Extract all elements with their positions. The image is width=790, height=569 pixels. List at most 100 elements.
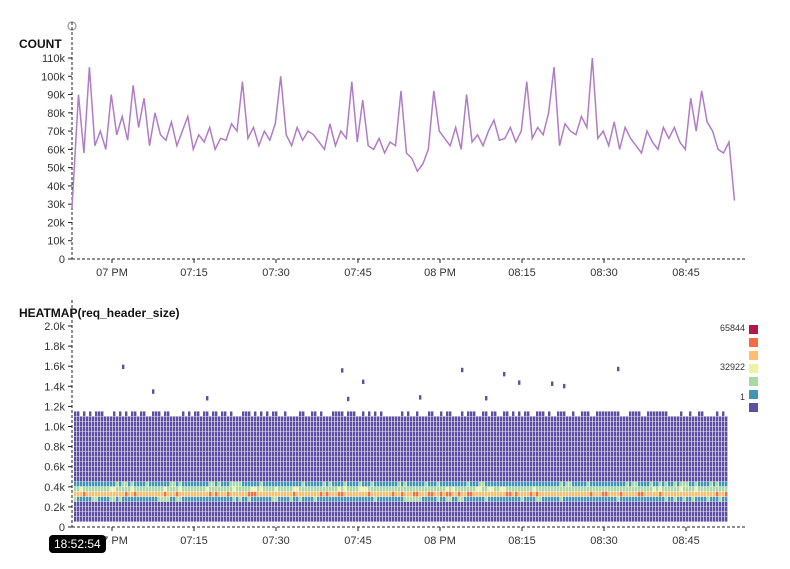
heatmap-cell: [146, 516, 149, 522]
heatmap-cell: [362, 516, 365, 522]
heatmap-cell: [386, 481, 389, 487]
heatmap-cell: [188, 421, 191, 427]
heatmap-cell: [512, 486, 515, 492]
heatmap-cell: [398, 511, 401, 517]
heatmap-cell: [341, 421, 344, 427]
heatmap-cell: [248, 476, 251, 482]
heatmap-cell: [683, 446, 686, 452]
heatmap-cell: [602, 456, 605, 462]
heatmap-cell: [467, 416, 470, 422]
heatmap-cell: [245, 471, 248, 477]
heatmap-cell: [149, 436, 152, 442]
heatmap-cell: [671, 516, 674, 522]
heatmap-cell: [227, 426, 230, 432]
heatmap-cell: [164, 461, 167, 467]
heatmap-cell: [230, 476, 233, 482]
heatmap-cell: [89, 466, 92, 472]
heatmap-cell: [380, 486, 383, 492]
heatmap-cell: [281, 496, 284, 502]
heatmap-cell: [182, 501, 185, 507]
heatmap-cell: [563, 456, 566, 462]
heatmap-cell: [242, 446, 245, 452]
heatmap-cell: [428, 436, 431, 442]
heatmap-cell: [140, 476, 143, 482]
heatmap-cell: [290, 471, 293, 477]
heatmap-cell: [209, 491, 212, 497]
heatmap-cell: [695, 431, 698, 437]
heatmap-cell: [428, 431, 431, 437]
heatmap-cell: [248, 486, 251, 492]
heatmap-cell: [572, 446, 575, 452]
heatmap-cell: [632, 421, 635, 427]
heatmap-cell: [128, 421, 131, 427]
heatmap-cell: [146, 466, 149, 472]
heatmap-cell: [425, 516, 428, 522]
heatmap-cell: [80, 486, 83, 492]
heatmap-cell: [440, 486, 443, 492]
heatmap-cell: [494, 466, 497, 472]
heatmap-cell: [197, 516, 200, 522]
heatmap-cell: [215, 496, 218, 502]
heatmap-cell: [107, 456, 110, 462]
heatmap-cell: [563, 506, 566, 512]
heatmap-cell: [209, 481, 212, 487]
heatmap-cell: [440, 481, 443, 487]
heatmap-cell: [395, 496, 398, 502]
heatmap-cell: [557, 436, 560, 442]
heatmap-cell: [674, 511, 677, 517]
heatmap-cell: [134, 491, 137, 497]
heatmap-cell: [257, 471, 260, 477]
heatmap-cell: [425, 506, 428, 512]
heatmap-cell: [638, 511, 641, 517]
heatmap-cell: [236, 501, 239, 507]
heatmap-cell: [545, 476, 548, 482]
heatmap-cell: [104, 516, 107, 522]
heatmap-cell: [278, 436, 281, 442]
heatmap-cell: [338, 411, 341, 417]
heatmap-cell: [296, 451, 299, 457]
heatmap-cell: [614, 446, 617, 452]
heatmap-cell: [203, 451, 206, 457]
heatmap-cell: [113, 451, 116, 457]
heatmap-cell: [614, 461, 617, 467]
heatmap-cell: [134, 441, 137, 447]
heatmap-cell: [461, 416, 464, 422]
heatmap-cell: [530, 471, 533, 477]
heatmap-cell: [446, 476, 449, 482]
heatmap-cell: [425, 511, 428, 517]
heatmap-cell: [311, 431, 314, 437]
heatmap-cell: [662, 441, 665, 447]
heatmap-cell: [455, 481, 458, 487]
heatmap-cell: [164, 426, 167, 432]
heatmap-cell: [533, 511, 536, 517]
heatmap-cell: [629, 441, 632, 447]
heatmap-cell: [578, 511, 581, 517]
heatmap-cell: [257, 491, 260, 497]
heatmap-cell: [638, 496, 641, 502]
heatmap-cell: [206, 431, 209, 437]
heatmap-cell: [506, 426, 509, 432]
heatmap-cell: [89, 516, 92, 522]
heatmap-cell: [248, 451, 251, 457]
heatmap-cell: [596, 446, 599, 452]
heatmap-cell: [554, 496, 557, 502]
heatmap-cell: [374, 446, 377, 452]
heatmap-cell: [578, 441, 581, 447]
heatmap-cell: [377, 426, 380, 432]
heatmap-cell: [203, 511, 206, 517]
heatmap-cell: [422, 431, 425, 437]
heatmap-cell: [341, 506, 344, 512]
heatmap-cell: [140, 506, 143, 512]
heatmap-cell: [80, 496, 83, 502]
heatmap-cell: [677, 421, 680, 427]
heatmap-cell: [695, 476, 698, 482]
heatmap-cell: [323, 436, 326, 442]
heatmap-cell: [173, 476, 176, 482]
heatmap-cell: [623, 501, 626, 507]
heatmap-cell: [428, 456, 431, 462]
heatmap-cell: [203, 486, 206, 492]
heatmap-cell: [95, 421, 98, 427]
heatmap-cell: [404, 421, 407, 427]
heatmap-cell: [116, 466, 119, 472]
heatmap-cell: [674, 431, 677, 437]
